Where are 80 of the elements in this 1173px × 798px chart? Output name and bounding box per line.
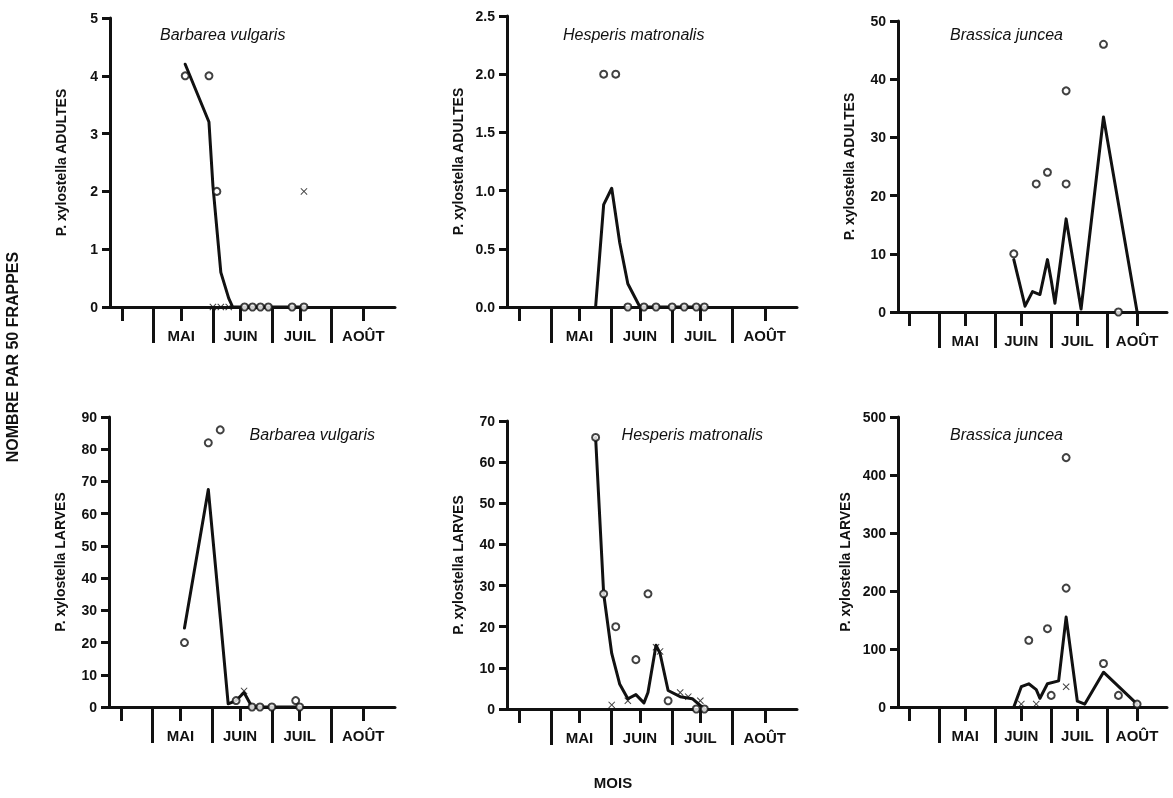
y-tick-label: 500 — [862, 409, 887, 425]
chart-title: Brassica juncea — [950, 25, 1064, 43]
x-tick-label: MAI — [951, 332, 979, 349]
y-tick-label: 400 — [862, 467, 887, 483]
y-tick-label: 100 — [862, 641, 887, 657]
y-tick-label: 30 — [479, 577, 496, 594]
y-tick-label: 40 — [81, 570, 98, 587]
y-tick-label: 300 — [862, 525, 887, 541]
y-tick-label: 60 — [479, 454, 496, 471]
y-tick-label: 10 — [81, 666, 98, 683]
y-tick-label: 2.5 — [475, 8, 496, 24]
x-tick-label: MAI — [166, 727, 195, 744]
y-tick-label: 10 — [479, 659, 496, 676]
y-tick-label: 20 — [479, 618, 496, 635]
y-tick-label: 3 — [90, 125, 99, 142]
y-axis-title: P. xylostella ADULTES — [449, 87, 466, 236]
y-tick-label: 70 — [479, 413, 496, 429]
y-tick-label: 50 — [479, 495, 496, 512]
y-tick-label: 0 — [487, 701, 496, 717]
x-tick-label: JUIN — [223, 327, 258, 344]
y-tick-label: 30 — [870, 129, 887, 146]
x-tick-label: JUIN — [622, 327, 658, 344]
y-axis-title: P. xylostella LARVES — [836, 492, 853, 632]
y-tick-label: 20 — [81, 634, 98, 651]
x-tick-label: JUIL — [1061, 727, 1094, 744]
y-tick-label: 1.0 — [475, 182, 496, 199]
x-tick-label: MAI — [565, 729, 594, 746]
y-tick-label: 60 — [81, 505, 98, 522]
x-tick-label: AOÛT — [743, 729, 787, 746]
y-tick-label: 200 — [862, 583, 887, 599]
text: NOMBRE PAR 50 FRAPPES — [4, 251, 22, 463]
x-tick-label: JUIL — [283, 327, 317, 344]
x-tick-label: MAI — [951, 727, 979, 744]
x-axis-title: MOIS — [593, 774, 633, 791]
x-tick-label: JUIN — [622, 729, 658, 746]
x-tick-label: JUIL — [283, 727, 316, 744]
chart-title: Hesperis matronalis — [621, 425, 764, 443]
x-tick-label: JUIN — [1004, 727, 1039, 744]
x-tick-label: MAI — [167, 327, 195, 344]
x-tick-label: MAI — [565, 327, 594, 344]
chart-title: Barbarea vulgaris — [160, 25, 286, 43]
y-tick-label: 0 — [878, 699, 887, 715]
y-tick-label: 40 — [870, 71, 887, 88]
y-tick-label: 4 — [90, 67, 99, 84]
y-tick-label: 70 — [81, 473, 98, 490]
x-tick-label: JUIL — [684, 327, 717, 344]
y-tick-label: 1.5 — [475, 124, 496, 141]
x-tick-label: AOÛT — [342, 327, 385, 344]
y-tick-label: 50 — [870, 13, 887, 29]
y-tick-label: 0 — [878, 304, 887, 320]
x-tick-label: JUIN — [1004, 332, 1039, 349]
y-axis-title: P. xylostella LARVES — [52, 492, 68, 632]
y-tick-label: 0.5 — [475, 240, 496, 257]
y-tick-label: 80 — [81, 441, 98, 458]
y-tick-label: 0 — [89, 699, 98, 715]
y-tick-label: 50 — [81, 537, 98, 554]
y-axis-title: P. xylostella LARVES — [450, 495, 466, 635]
y-tick-label: 0.0 — [475, 299, 496, 315]
y-tick-label: 1 — [90, 241, 99, 258]
y-axis-title: P. xylostella ADULTES — [53, 88, 69, 237]
y-tick-label: 20 — [870, 187, 887, 204]
y-tick-label: 10 — [870, 245, 887, 262]
x-tick-label: JUIN — [222, 727, 258, 744]
y-tick-label: 2 — [90, 183, 99, 200]
y-tick-label: 5 — [90, 10, 99, 26]
x-tick-label: JUIL — [1061, 332, 1094, 349]
y-tick-label: 30 — [81, 602, 98, 619]
y-tick-label: 2.0 — [475, 66, 496, 83]
x-tick-label: AOÛT — [341, 727, 385, 744]
text: Brassica juncea — [950, 425, 1064, 443]
x-tick-label: AOÛT — [1115, 332, 1159, 349]
y-axis-title: P. xylostella ADULTES — [841, 92, 857, 241]
text: Hesperis matronalis — [563, 25, 705, 43]
y-tick-label: 0 — [90, 299, 99, 315]
text: Barbarea vulgaris — [249, 425, 376, 443]
x-tick-label: AOÛT — [743, 327, 787, 344]
y-tick-label: 40 — [479, 536, 496, 553]
x-tick-label: AOÛT — [1115, 727, 1159, 744]
x-tick-label: JUIL — [684, 729, 717, 746]
y-tick-label: 90 — [81, 409, 98, 425]
